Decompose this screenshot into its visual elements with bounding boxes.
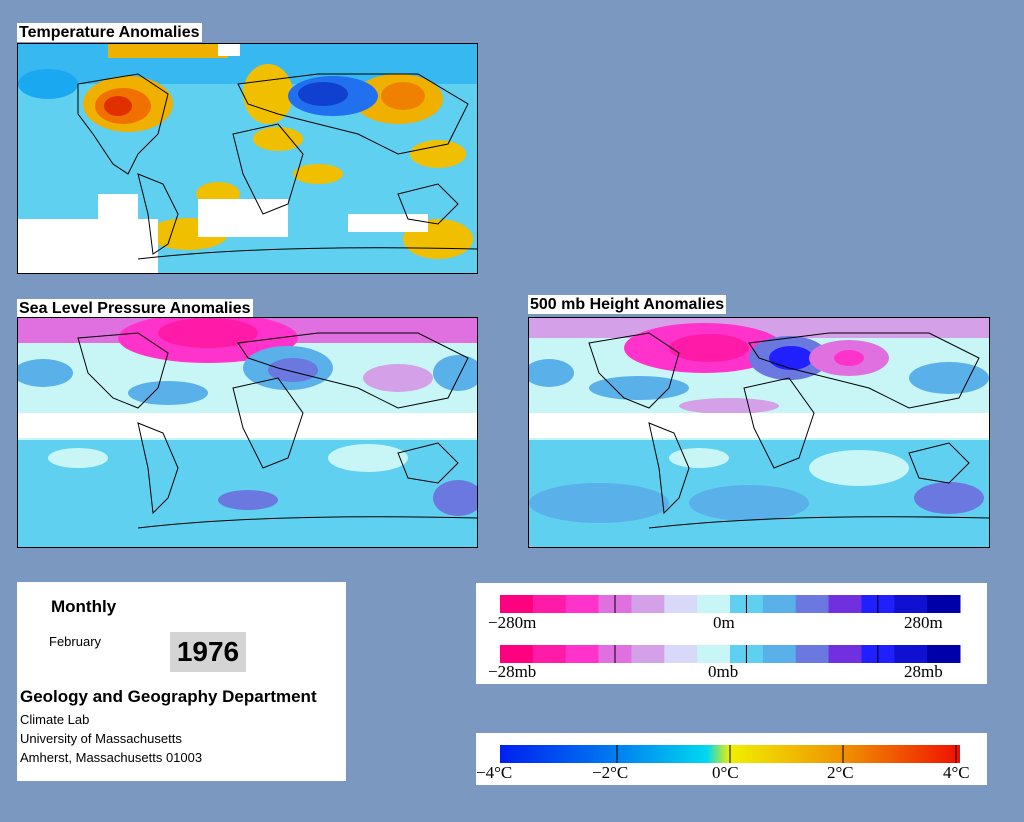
height-swatch-4 — [631, 595, 665, 613]
height-max-label: 280m — [904, 613, 943, 632]
pressure-swatch-8 — [762, 645, 797, 663]
height-swatch-5 — [664, 595, 698, 613]
department-label: Geology and Geography Department — [20, 687, 317, 706]
height-swatch-12 — [894, 595, 928, 613]
info-box: Monthly February 1976 Geology and Geogra… — [17, 582, 346, 781]
pressure-colorbar — [500, 645, 961, 663]
pressure-mid-label: 0mb — [708, 662, 738, 681]
pressure-swatch-10 — [828, 645, 862, 663]
pressure-swatch-9 — [795, 645, 830, 663]
sea-level-pressure-anomaly-map — [17, 317, 478, 548]
temp-label-neg4: −4°C — [476, 763, 512, 782]
pressure-swatch-5 — [664, 645, 698, 663]
500mb-height-anomaly-map — [528, 317, 990, 548]
height500-panel-title: 500 mb Height Anomalies — [528, 295, 727, 314]
pressure-swatch-6 — [697, 645, 731, 663]
slp-panel-title: Sea Level Pressure Anomalies — [17, 299, 253, 318]
pressure-swatch-0 — [500, 645, 534, 663]
height-swatch-1 — [532, 595, 567, 613]
height-swatch-10 — [828, 595, 862, 613]
period-type-label: Monthly — [51, 597, 117, 616]
pressure-min-label: −28mb — [488, 662, 536, 681]
pressure-swatch-13 — [927, 645, 961, 663]
temp-label-neg2: −2°C — [592, 763, 628, 782]
height-swatch-6 — [697, 595, 731, 613]
university-label: University of Massachusetts — [20, 731, 182, 746]
height-swatch-13 — [927, 595, 961, 613]
temperature-legend: −4°C −2°C 0°C 2°C 4°C — [476, 733, 987, 785]
address-label: Amherst, Massachusetts 01003 — [20, 750, 203, 765]
temperature-anomaly-map — [17, 43, 478, 274]
temperature-panel-title: Temperature Anomalies — [17, 23, 202, 42]
lab-label: Climate Lab — [20, 712, 90, 727]
height-colorbar — [500, 595, 961, 613]
height-swatch-8 — [762, 595, 797, 613]
height-mid-label: 0m — [713, 613, 735, 632]
pressure-swatch-2 — [565, 645, 600, 663]
height-min-label: −280m — [488, 613, 536, 632]
pressure-swatch-4 — [631, 645, 665, 663]
height-swatch-0 — [500, 595, 534, 613]
pressure-swatch-1 — [532, 645, 567, 663]
month-label: February — [49, 634, 102, 649]
temp-label-2: 2°C — [827, 763, 854, 782]
height-swatch-2 — [565, 595, 600, 613]
temp-label-4: 4°C — [943, 763, 970, 782]
pressure-swatch-12 — [894, 645, 928, 663]
year-label: 1976 — [170, 632, 246, 672]
temp-label-0: 0°C — [712, 763, 739, 782]
height-swatch-9 — [795, 595, 830, 613]
pressure-max-label: 28mb — [904, 662, 943, 681]
height-pressure-legend: −280m 0m 280m −28mb 0mb 28mb — [476, 583, 987, 684]
